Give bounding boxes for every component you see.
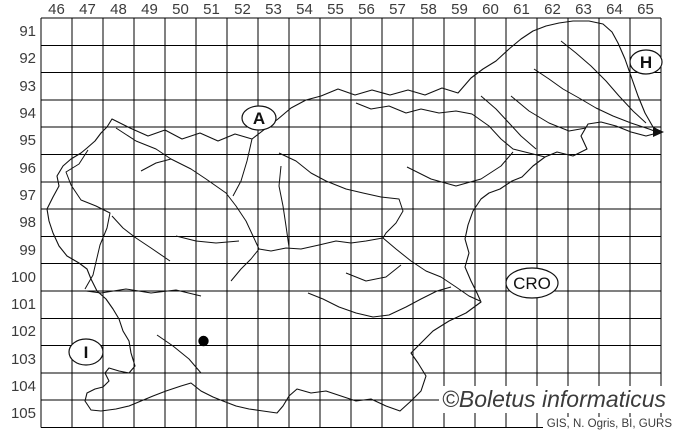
grid-row-label: 99 xyxy=(19,241,36,259)
river-path xyxy=(278,165,290,248)
record-dot[interactable] xyxy=(198,335,209,347)
country-label-austria: A xyxy=(241,105,277,131)
grid-column-label: 52 xyxy=(234,1,251,18)
grid-row-label: 93 xyxy=(19,77,36,95)
grid-row-label: 105 xyxy=(10,405,36,423)
grid-row-label: 100 xyxy=(10,268,36,286)
grid-row-label: 98 xyxy=(19,214,36,232)
grid-column-label: 50 xyxy=(172,1,189,18)
grid-row-label: 96 xyxy=(19,159,36,177)
grid-row-label: 104 xyxy=(10,378,36,396)
river-path xyxy=(533,68,658,133)
country-label-croatia: CRO xyxy=(505,267,559,299)
river-path xyxy=(111,215,171,262)
grid-column-label: 61 xyxy=(513,1,530,18)
river-path xyxy=(307,286,452,318)
grid-column-label: 62 xyxy=(544,1,561,18)
grid-column-label: 54 xyxy=(296,1,313,18)
grid-column-label: 53 xyxy=(265,1,282,18)
grid-row-label: 91 xyxy=(19,23,36,41)
country-letter-italy: I xyxy=(84,343,89,362)
river-path xyxy=(156,334,202,374)
grid-column-label: 63 xyxy=(575,1,592,18)
grid-row-label: 94 xyxy=(19,105,36,123)
mtb-grid xyxy=(40,17,662,428)
country-border-path xyxy=(46,20,662,414)
grid-row-label: 92 xyxy=(19,50,36,68)
river-path xyxy=(85,288,202,297)
country-letter-austria: A xyxy=(253,109,265,128)
grid-column-label: 58 xyxy=(420,1,437,18)
grid-column-label: 56 xyxy=(358,1,375,18)
grid-column-label: 55 xyxy=(327,1,344,18)
grid-column-label: 47 xyxy=(79,1,96,18)
border-tip-arrow xyxy=(653,127,664,137)
river-path xyxy=(230,248,260,282)
grid-column-label: 49 xyxy=(141,1,158,18)
grid-column-label: 46 xyxy=(48,1,65,18)
river-network xyxy=(65,40,658,374)
grid-column-label: 48 xyxy=(110,1,127,18)
river-path xyxy=(175,235,240,244)
grid-column-label: 51 xyxy=(203,1,220,18)
river-path xyxy=(406,151,514,187)
river-path xyxy=(232,138,253,197)
copyright-label: ©Boletus informaticus xyxy=(438,386,669,413)
source-credit-label: GIS, N. Ogris, BI, GURS xyxy=(542,417,676,431)
river-path xyxy=(355,102,546,158)
country-label-italy: I xyxy=(68,338,104,366)
grid-column-label: 64 xyxy=(606,1,623,18)
river-path xyxy=(278,152,404,239)
grid-column-label: 59 xyxy=(451,1,468,18)
river-path xyxy=(65,149,111,290)
river-path xyxy=(560,40,647,124)
grid-row-label: 101 xyxy=(10,296,36,314)
river-path xyxy=(140,158,172,172)
grid-row-label: 97 xyxy=(19,186,36,204)
grid-column-label: 65 xyxy=(637,1,654,18)
grid-row-label: 102 xyxy=(10,323,36,341)
grid-row-label: 95 xyxy=(19,132,36,150)
country-letter-hungary: H xyxy=(640,53,652,72)
river-path xyxy=(345,264,402,282)
country-letter-croatia: CRO xyxy=(513,274,551,293)
river-path xyxy=(480,95,537,150)
country-label-hungary: H xyxy=(629,49,663,75)
grid-row-label: 103 xyxy=(10,350,36,368)
grid-column-label: 57 xyxy=(389,1,406,18)
river-path xyxy=(115,127,481,302)
river-path xyxy=(510,95,587,132)
grid-column-label: 60 xyxy=(482,1,499,18)
